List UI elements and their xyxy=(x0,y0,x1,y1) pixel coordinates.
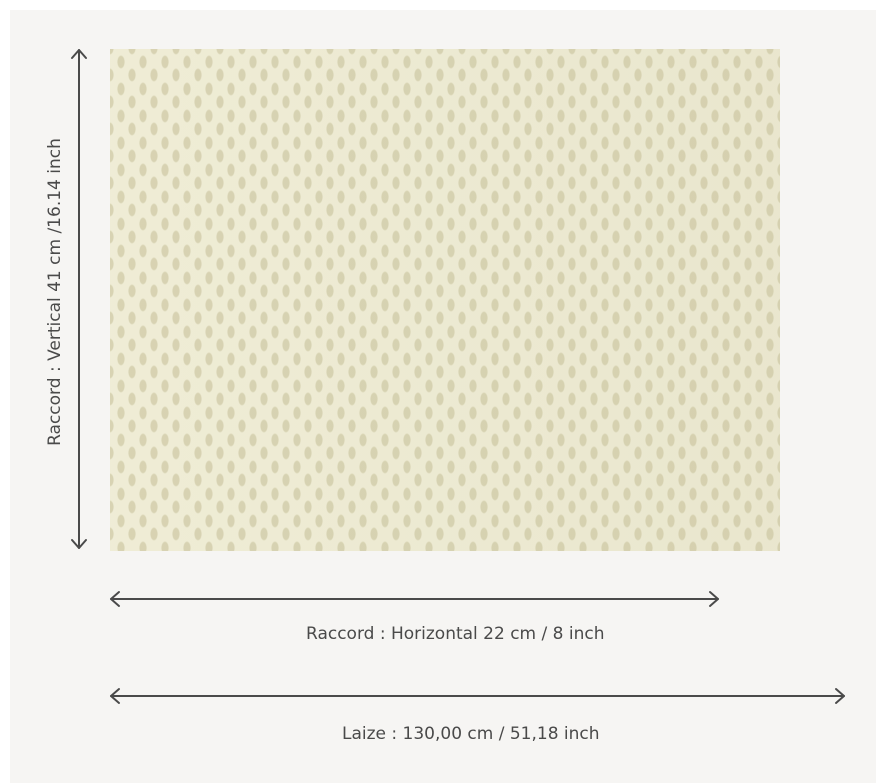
vertical-repeat-label: Raccord : Vertical 41 cm /16.14 inch xyxy=(45,138,65,446)
fabric-swatch-image xyxy=(110,49,780,551)
width-arrow xyxy=(110,688,845,704)
vertical-repeat-arrow xyxy=(71,49,87,549)
horizontal-repeat-arrow xyxy=(110,591,719,607)
horizontal-repeat-label: Raccord : Horizontal 22 cm / 8 inch xyxy=(306,624,605,644)
fabric-width-label: Laize : 130,00 cm / 51,18 inch xyxy=(342,724,600,744)
